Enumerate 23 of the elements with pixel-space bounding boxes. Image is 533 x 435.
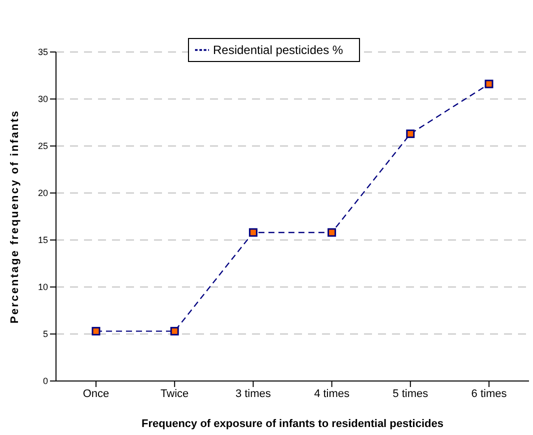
point	[406, 130, 415, 138]
x-tick-label: 6 times	[471, 388, 508, 400]
y-tick-label: 5	[42, 329, 48, 340]
x-tick-label: Twice	[160, 388, 189, 400]
y-tick-label: 0	[42, 376, 48, 386]
x-tick-label: 3 times	[235, 388, 272, 400]
point	[92, 326, 100, 336]
y-tick-label: 35	[38, 47, 48, 58]
x-tick-label: 5 times	[392, 388, 429, 400]
y-tick-label: 20	[38, 188, 48, 198]
x-axis-title: Frequency of exposure of infants to residential pesticides	[142, 418, 444, 430]
point	[484, 80, 494, 88]
y-tick-label: 15	[38, 235, 48, 246]
point	[170, 326, 179, 336]
x-tick-label: 4 times	[314, 388, 350, 400]
y-tick-label: 10	[38, 282, 48, 292]
y-axis-title: Percentage frequency of infants	[8, 110, 21, 324]
x-tick-label: Once	[82, 388, 110, 400]
point	[248, 228, 258, 237]
y-tick-label: 25	[38, 141, 48, 152]
y-tick-label: 30	[38, 94, 48, 104]
legend-label: Residential pesticides %	[213, 43, 344, 57]
point	[328, 228, 336, 237]
